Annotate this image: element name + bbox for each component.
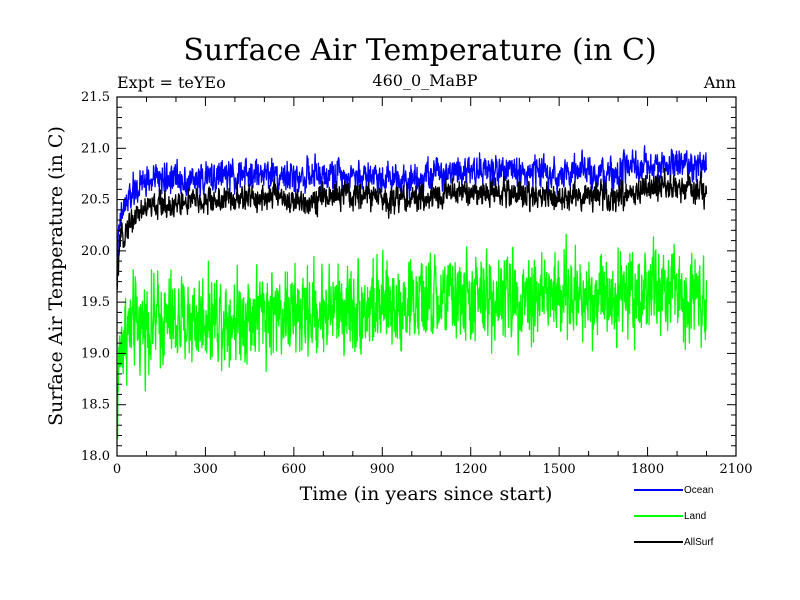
ticks-layer: 0 300 600 900 1200 1500 1800 2100 18.0 18.5 19.0 19… [81, 90, 753, 477]
x-tick-label: 300 [193, 462, 218, 477]
y-tick-label: 19.0 [81, 346, 110, 361]
legend-label-ocean: Ocean [684, 485, 713, 496]
legend-label-allsurf: AllSurf [684, 537, 714, 548]
period-label: 460_0_MaBP [372, 71, 477, 90]
x-tick-label: 900 [370, 462, 395, 477]
y-tick-label: 18.0 [81, 449, 110, 464]
y-tick-label: 21.5 [81, 90, 110, 105]
series-line-ocean [116, 145, 708, 280]
chart-title: Surface Air Temperature (in C) [183, 33, 656, 68]
x-tick-label: 0 [113, 462, 121, 477]
y-tick-label: 20.5 [81, 193, 110, 208]
x-tick-label: 1800 [631, 462, 664, 477]
x-tick-label: 1500 [543, 462, 576, 477]
plot-frame [116, 96, 737, 457]
y-tick-label: 21.0 [81, 141, 110, 156]
season-label: Ann [703, 73, 736, 92]
experiment-label: Expt = teYEo [117, 73, 226, 92]
y-tick-label: 20.0 [81, 244, 110, 259]
series-layer [116, 145, 708, 439]
x-tick-label: 2100 [719, 462, 752, 477]
x-tick-label: 1200 [454, 462, 487, 477]
x-tick-label: 600 [281, 462, 306, 477]
legend: Ocean Land AllSurf [634, 485, 714, 548]
series-line-land [116, 233, 708, 439]
y-tick-label: 18.5 [81, 398, 110, 413]
y-tick-label: 19.5 [81, 295, 110, 310]
x-axis-label: Time (in years since start) [300, 483, 553, 505]
series-line-allsurf [116, 167, 708, 290]
legend-label-land: Land [684, 511, 706, 522]
y-axis-label: Surface Air Temperature (in C) [45, 126, 67, 426]
